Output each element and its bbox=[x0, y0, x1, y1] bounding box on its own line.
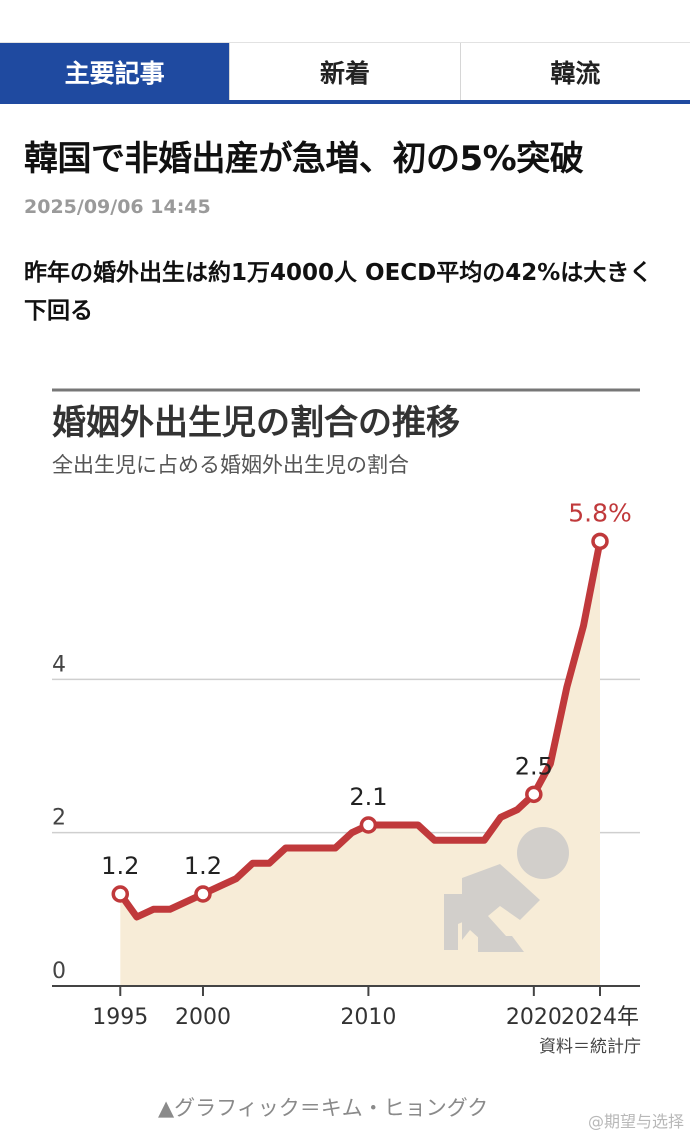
data-point-marker bbox=[194, 885, 212, 903]
data-label: 2.1 bbox=[349, 783, 387, 811]
tab-bar: 主要記事 新着 韓流 bbox=[0, 42, 690, 104]
y-tick-label: 0 bbox=[52, 959, 66, 984]
chart-figure: 婚姻外出生児の割合の推移 全出生児に占める婚姻外出生児の割合 0 2 4 1995 20… bbox=[0, 380, 690, 1080]
data-label: 1.2 bbox=[184, 852, 222, 880]
tab-main-articles[interactable]: 主要記事 bbox=[0, 43, 230, 100]
x-tick-label: 2010 bbox=[340, 1005, 396, 1030]
article-headline: 韓国で非婚出産が急増、初の5%突破 bbox=[24, 139, 584, 179]
graphic-credit: ▲グラフィック＝キム・ヒョングク bbox=[158, 1096, 489, 1120]
data-label: 5.8% bbox=[568, 498, 632, 527]
data-label: 2.5 bbox=[515, 752, 553, 780]
article-timestamp: 2025/09/06 14:45 bbox=[24, 196, 211, 218]
x-tick-label: 2000 bbox=[175, 1005, 231, 1030]
x-tick-label: 2020 bbox=[506, 1005, 562, 1030]
chart-source: 資料＝統計庁 bbox=[539, 1037, 641, 1057]
data-label: 1.2 bbox=[101, 852, 139, 880]
chart-svg: 婚姻外出生児の割合の推移 全出生児に占める婚姻外出生児の割合 0 2 4 1995 20… bbox=[52, 388, 641, 1057]
data-point-marker bbox=[525, 785, 543, 804]
y-tick-label: 4 bbox=[52, 652, 66, 677]
chart-subtitle: 全出生児に占める婚姻外出生児の割合 bbox=[52, 453, 409, 477]
data-point-marker bbox=[591, 532, 609, 551]
x-tick-label: 1995 bbox=[92, 1005, 148, 1030]
tab-korean-wave[interactable]: 韓流 bbox=[459, 43, 690, 100]
baby-icon bbox=[444, 827, 569, 952]
article-subhead: 昨年の婚外出生は約1万4000人 OECD平均の42%は大きく下回る bbox=[24, 260, 653, 324]
data-point-marker bbox=[359, 816, 378, 834]
y-tick-label: 2 bbox=[52, 806, 66, 831]
watermark: @期望与选择 bbox=[587, 1112, 684, 1131]
x-tick-label: 2024年 bbox=[561, 1005, 639, 1030]
chart-title: 婚姻外出生児の割合の推移 bbox=[52, 403, 460, 443]
tab-new[interactable]: 新着 bbox=[229, 43, 459, 100]
data-point-marker bbox=[111, 885, 130, 903]
